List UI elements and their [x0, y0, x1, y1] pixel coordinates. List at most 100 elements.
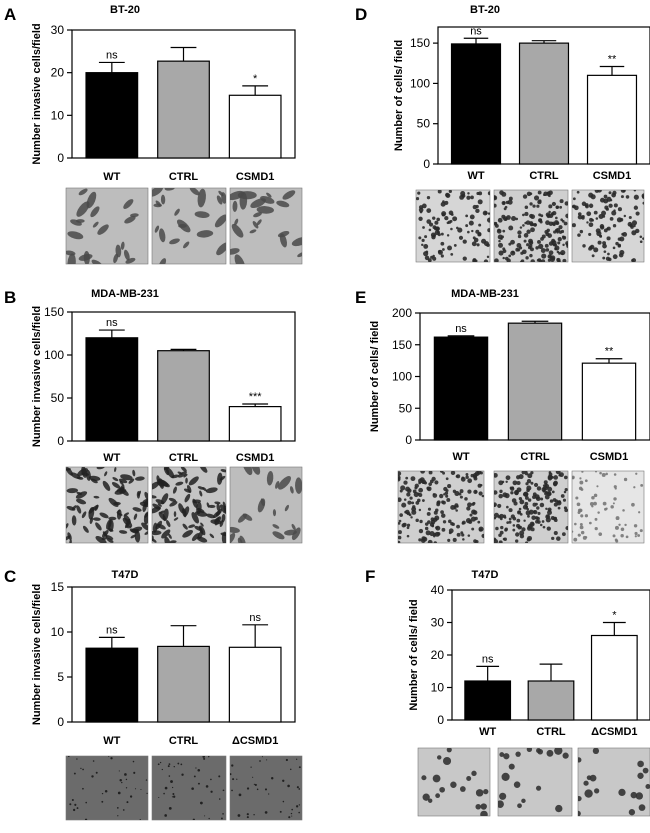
- x-category-label: WT: [103, 171, 120, 183]
- panel-C: C T47D Number invasive cells/field 0 5 10 15 ns…: [4, 567, 303, 821]
- y-tick-label: 0: [57, 434, 64, 448]
- micrograph-background: [151, 755, 227, 821]
- x-category-label: WT: [103, 452, 120, 464]
- micrograph-background: [65, 755, 149, 821]
- significance-label: ns: [249, 612, 261, 624]
- significance-label: ns: [482, 653, 494, 665]
- bar-WT: [464, 680, 512, 721]
- chart-title: BT-20: [470, 4, 500, 16]
- significance-label: ns: [106, 317, 118, 329]
- panel-letter: D: [355, 5, 367, 24]
- x-category-label: WT: [103, 735, 120, 747]
- panel-A: A BT-20 Number invasive cells/field 0 10 20 30…: [4, 4, 303, 265]
- bar-ΔCSMD1: [228, 646, 282, 723]
- chart-title: T47D: [472, 569, 499, 581]
- panel-letter: C: [4, 567, 16, 586]
- y-tick-label: 150: [44, 305, 64, 319]
- y-tick-label: 20: [51, 66, 65, 80]
- y-tick-label: 0: [423, 157, 430, 171]
- x-category-label: CTRL: [520, 451, 550, 463]
- y-tick-label: 0: [57, 715, 64, 729]
- x-category-label: CTRL: [169, 452, 199, 464]
- y-tick-label: 0: [437, 713, 444, 727]
- y-axis-label: Number invasive cells/field: [31, 306, 43, 447]
- y-tick-label: 100: [392, 370, 412, 384]
- bar-WT: [85, 647, 139, 723]
- y-axis-label: Number invasive cells/field: [31, 584, 43, 725]
- panel-letter: A: [4, 5, 16, 24]
- significance-label: ***: [249, 391, 263, 403]
- y-axis-label: Number of cells/ field: [393, 40, 405, 151]
- significance-label: ns: [470, 25, 482, 37]
- y-tick-label: 150: [410, 36, 430, 50]
- bar-CSMD1: [586, 74, 638, 165]
- bar-CTRL: [527, 680, 575, 721]
- y-axis-label: Number invasive cells/field: [31, 23, 43, 164]
- x-category-label: CTRL: [536, 726, 566, 738]
- micrograph-background: [571, 470, 645, 544]
- panel-E: E MDA-MB-231 Number of cells/ field 0 50 100 1…: [355, 288, 650, 544]
- chart-title: T47D: [112, 569, 139, 581]
- micrograph-background: [415, 189, 491, 263]
- bar-ΔCSMD1: [590, 634, 638, 721]
- x-category-label: ΔCSMD1: [591, 726, 637, 738]
- micrograph-background: [497, 747, 573, 817]
- y-tick-label: 15: [51, 580, 65, 594]
- y-tick-label: 10: [51, 108, 65, 122]
- x-category-label: CSMD1: [236, 452, 275, 464]
- panel-D: D BT-20 Number of cells/ field 0 50 100 150 ns W…: [355, 4, 650, 263]
- significance-label: ns: [455, 323, 467, 335]
- x-category-label: ΔCSMD1: [232, 735, 278, 747]
- significance-label: ns: [106, 49, 118, 61]
- bar-WT: [85, 72, 139, 159]
- significance-label: **: [608, 53, 617, 65]
- micrograph-background: [577, 747, 650, 817]
- bar-WT: [450, 43, 502, 165]
- bar-CTRL: [507, 322, 563, 441]
- x-category-label: CSMD1: [590, 451, 629, 463]
- y-tick-label: 50: [51, 391, 65, 405]
- panel-letter: E: [355, 288, 366, 307]
- y-tick-label: 100: [44, 348, 64, 362]
- y-tick-label: 10: [51, 625, 65, 639]
- chart-title: MDA-MB-231: [91, 288, 159, 300]
- x-category-label: CSMD1: [593, 170, 632, 182]
- y-tick-label: 10: [431, 681, 445, 695]
- chart-title: MDA-MB-231: [451, 288, 519, 300]
- significance-label: *: [253, 73, 258, 85]
- micrograph-background: [229, 466, 303, 544]
- bar-CTRL: [157, 60, 210, 159]
- bar-CSMD1: [228, 94, 282, 159]
- significance-label: ns: [106, 624, 118, 636]
- x-category-label: WT: [452, 451, 469, 463]
- panel-letter: B: [4, 288, 16, 307]
- panel-letter: F: [365, 567, 375, 586]
- y-tick-label: 5: [57, 670, 64, 684]
- x-category-label: CSMD1: [236, 171, 275, 183]
- y-tick-label: 50: [399, 401, 413, 415]
- chart-title: BT-20: [110, 4, 140, 16]
- y-tick-label: 40: [431, 583, 445, 597]
- x-category-label: CTRL: [529, 170, 559, 182]
- bar-CTRL: [518, 42, 570, 165]
- bar-WT: [433, 336, 489, 441]
- y-tick-label: 150: [392, 338, 412, 352]
- x-category-label: CTRL: [169, 171, 199, 183]
- y-tick-label: 0: [57, 151, 64, 165]
- y-tick-label: 200: [392, 306, 412, 320]
- bar-CSMD1: [228, 406, 282, 442]
- y-tick-label: 50: [417, 117, 431, 131]
- bar-CTRL: [157, 350, 210, 442]
- micrograph-background: [229, 755, 303, 821]
- bar-CTRL: [157, 645, 210, 723]
- significance-label: *: [612, 610, 617, 622]
- panel-F: F T47D Number of cells/ field 0 10 20 30 40 ns WT…: [365, 567, 650, 817]
- y-tick-label: 0: [405, 433, 412, 447]
- y-tick-label: 100: [410, 76, 430, 90]
- x-category-label: WT: [467, 170, 484, 182]
- bar-WT: [85, 337, 139, 442]
- y-axis-label: Number of cells/ field: [369, 321, 381, 432]
- y-tick-label: 20: [431, 648, 445, 662]
- bar-CSMD1: [581, 362, 637, 441]
